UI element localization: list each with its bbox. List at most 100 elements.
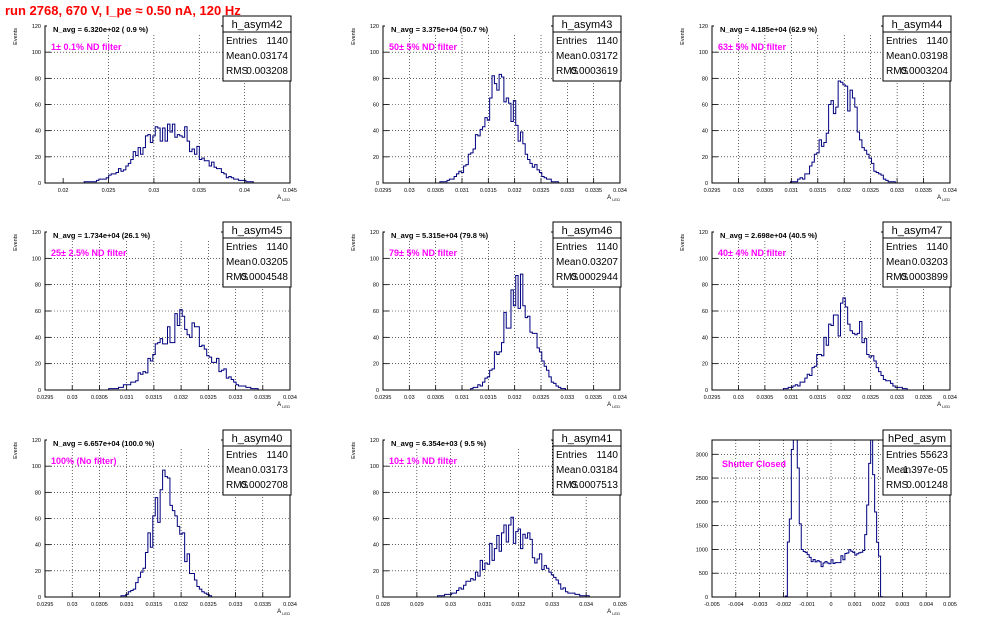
stats-value: 1140 [266, 36, 288, 47]
x-tick-label: 0.033 [229, 395, 243, 401]
y-tick-label: 20 [373, 569, 379, 575]
y-axis-label: Events [13, 234, 19, 251]
x-tick-label: 0.03 [733, 188, 744, 194]
y-tick-label: 20 [373, 362, 379, 368]
y-tick-label: 100 [32, 256, 41, 262]
x-axis-label-sub: LED [611, 611, 620, 616]
y-tick-label: 0 [705, 181, 708, 187]
panel-hPed_asym: -0.005 -0.004 -0.003 -0.002 -0.001 0 0.001 0.00… [696, 429, 957, 608]
stats-key: Entries [556, 450, 587, 461]
stats-value: 1140 [926, 36, 948, 47]
stats-key: Entries [226, 242, 257, 253]
y-axis-label: Events [13, 28, 19, 45]
y-tick-label: 80 [35, 283, 41, 289]
x-tick-label: 0.0305 [427, 188, 444, 194]
stats-title: hPed_asym [888, 433, 946, 445]
x-tick-label: 0.0325 [533, 395, 550, 401]
x-axis-label-sub: LED [281, 197, 290, 202]
y-tick-label: 0 [376, 181, 379, 187]
panel-h_asym40: 0.0295 0.03 0.0305 0.031 0.0315 0.032 0.0325 0.… [13, 429, 297, 616]
y-tick-label: 80 [35, 490, 41, 496]
stats-value: 1140 [926, 242, 948, 253]
x-tick-label: 0.035 [613, 602, 627, 608]
x-tick-label: 0.0315 [145, 602, 162, 608]
y-tick-label: 100 [699, 50, 708, 56]
x-axis-label-sub: LED [281, 404, 290, 409]
x-axis-label: A LED [277, 402, 290, 409]
x-tick-label: 0.031 [120, 602, 134, 608]
filter-label: 10± 1% ND filter [389, 456, 457, 466]
x-tick-label: 0.03 [149, 188, 160, 194]
y-axis-label: Events [680, 234, 686, 251]
y-tick-label: 120 [370, 24, 379, 30]
x-tick-label: 0.031 [455, 395, 469, 401]
navg-bg [714, 230, 881, 240]
stats-value: 0.03184 [582, 465, 619, 476]
x-axis-label: A LED [277, 609, 290, 616]
stats-value: 0.03173 [252, 465, 289, 476]
x-tick-label: 0.0335 [585, 188, 602, 194]
x-tick-label: 0.0295 [704, 395, 721, 401]
stats-value: 0.03205 [252, 257, 289, 268]
x-tick-label: -0.002 [776, 602, 792, 608]
filter-label: 100% (No filter) [51, 456, 117, 466]
histogram-line [45, 309, 290, 391]
stats-title: h_asym44 [892, 19, 943, 31]
x-tick-label: 0.0335 [915, 188, 932, 194]
x-tick-label: 0.032 [174, 395, 188, 401]
stats-value: 0.0002944 [571, 272, 619, 283]
filter-label: 40± 4% ND filter [718, 248, 786, 258]
y-tick-label: 80 [373, 283, 379, 289]
x-axis-label-main: A [277, 609, 281, 615]
x-axis-label-main: A [937, 402, 941, 408]
stats-value: 1140 [266, 450, 288, 461]
y-tick-label: 20 [702, 155, 708, 161]
stats-key: Entries [886, 450, 917, 461]
y-tick-label: 60 [35, 309, 41, 315]
x-tick-label: 0.0295 [375, 188, 392, 194]
stats-value: 0.03203 [912, 257, 949, 268]
x-tick-label: 0.0325 [862, 395, 879, 401]
navg-bg [385, 230, 551, 240]
x-tick-label: 0.03 [445, 602, 456, 608]
y-tick-label: 20 [702, 362, 708, 368]
y-tick-label: 60 [373, 517, 379, 523]
stats-key: RMS [226, 272, 249, 283]
stats-box [882, 237, 952, 288]
y-tick-label: 40 [35, 543, 41, 549]
y-tick-label: 80 [702, 283, 708, 289]
x-tick-label: 0.045 [283, 188, 297, 194]
stats-key: Mean [556, 257, 581, 268]
filter-label: 63± 5% ND filter [718, 42, 786, 52]
histogram-line [712, 297, 950, 391]
stats-title: h_asym46 [562, 225, 613, 237]
y-axis-label: Events [351, 442, 357, 459]
x-axis-label-main: A [607, 402, 611, 408]
y-tick-label: 0 [38, 595, 41, 601]
y-tick-label: 120 [370, 230, 379, 236]
panel-h_asym43: 0.0295 0.03 0.0305 0.031 0.0315 0.032 0.0325 0.… [351, 15, 627, 202]
x-axis-label-main: A [277, 402, 281, 408]
y-tick-label: 1000 [696, 547, 708, 553]
x-tick-label: 0.03 [733, 395, 744, 401]
stats-value: 0.0002708 [241, 480, 289, 491]
x-tick-label: 0.0335 [585, 395, 602, 401]
x-tick-label: 0.0335 [254, 395, 271, 401]
y-tick-label: 0 [38, 388, 41, 394]
y-tick-label: 120 [699, 230, 708, 236]
x-tick-label: 0.0325 [200, 602, 217, 608]
navg-label: N_avg = 3.375e+04 (50.7 %) [391, 25, 489, 34]
stats-title: h_asym43 [562, 19, 613, 31]
stats-key: Mean [886, 465, 911, 476]
x-tick-label: 0.02 [58, 188, 69, 194]
x-axis-label-main: A [607, 195, 611, 201]
y-tick-label: 20 [35, 569, 41, 575]
x-tick-label: 0.002 [872, 602, 886, 608]
navg-bg [385, 438, 551, 448]
x-tick-label: 0.0335 [254, 602, 271, 608]
stats-value: 0.001248 [906, 480, 948, 491]
x-axis-label: A LED [937, 195, 950, 202]
y-tick-label: 40 [35, 129, 41, 135]
y-tick-label: 100 [370, 464, 379, 470]
stats-value: 0.03172 [582, 51, 619, 62]
